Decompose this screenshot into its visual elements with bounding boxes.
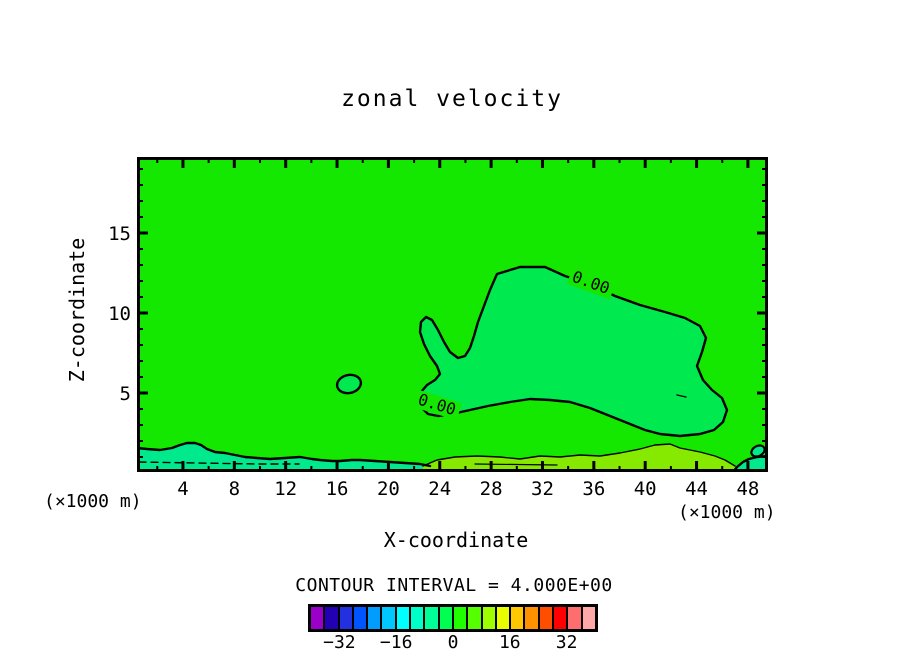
- colorbar-cell: [537, 607, 553, 629]
- colorbar-cell: [351, 607, 367, 629]
- colorbar-cell: [337, 607, 352, 629]
- colorbar-cell: [451, 607, 467, 629]
- x-tick-label: 32: [531, 478, 554, 500]
- y-axis-title: Z-coordinate: [65, 237, 89, 383]
- colorbar-cell: [466, 607, 481, 629]
- x-tick-label: 48: [736, 478, 760, 500]
- colorbar-tick-label: 0: [447, 632, 459, 653]
- colorbar-cell: [566, 607, 581, 629]
- x-tick-label: 40: [633, 478, 657, 500]
- colorbar-cell: [437, 607, 452, 629]
- yellow-band-bottom: [423, 444, 735, 472]
- x-tick-label: 24: [428, 478, 452, 500]
- zero-contour-bottom-left: [135, 441, 432, 468]
- colorbar-cell: [523, 607, 538, 629]
- x-tick-label: 8: [228, 478, 241, 500]
- contour-label-bg: [566, 266, 616, 300]
- plot-border: [137, 157, 768, 472]
- contour-plot-svg: 0.000.00: [135, 157, 770, 474]
- plot-area: 0.00 0.00: [135, 157, 770, 474]
- colorbar: [308, 604, 598, 632]
- x-tick-label: 16: [325, 478, 349, 500]
- colorbar-cell: [494, 607, 510, 629]
- four-contour-bottom: [422, 443, 736, 467]
- contour-interval-text: CONTOUR INTERVAL = 4.000E+00: [295, 575, 613, 596]
- tiny-closed-zero-contour: [750, 444, 766, 458]
- colorbar-cell: [323, 607, 338, 629]
- colorbar-cell: [380, 607, 395, 629]
- x-units-label-right: (×1000 m): [678, 502, 776, 523]
- zero-contour-blob: [417, 265, 729, 438]
- colorbar-tick-label: −16: [379, 632, 413, 653]
- colorbar-cell: [311, 607, 324, 629]
- colorbar-cell: [552, 607, 567, 629]
- x-axis-title: X-coordinate: [383, 528, 529, 552]
- y-tick-label: 15: [108, 223, 131, 245]
- teal-corner-bottom-right: [733, 456, 768, 472]
- colorbar-tick-label: 16: [498, 632, 521, 653]
- y-tick-label: 5: [119, 383, 131, 405]
- colorbar-tick-label: −32: [323, 632, 356, 653]
- x-tick-label: 12: [274, 478, 298, 500]
- small-closed-zero-contour: [335, 373, 363, 395]
- colorbar-cell: [509, 607, 524, 629]
- x-tick-label: 4: [177, 478, 189, 500]
- dashed-negative-contour: [138, 461, 300, 465]
- x-tick-label: 44: [685, 478, 708, 500]
- y-tick-label: 10: [108, 303, 131, 325]
- colorbar-cell: [480, 607, 495, 629]
- colorbar-cell: [409, 607, 424, 629]
- colorbar-tick-label: 32: [555, 632, 578, 653]
- contour-label-bg: [412, 389, 462, 421]
- x-tick-label: 20: [376, 478, 400, 500]
- colorbar-cell: [394, 607, 410, 629]
- chart-title: zonal velocity: [341, 86, 563, 112]
- x-units-label-left: (×1000 m): [44, 491, 142, 512]
- colorbar-cell: [423, 607, 438, 629]
- tiny-contour-scrap: [676, 394, 687, 398]
- colorbar-cell: [580, 607, 595, 629]
- x-tick-label: 28: [479, 478, 503, 500]
- x-tick-label: 36: [582, 478, 606, 500]
- colorbar-cell: [366, 607, 381, 629]
